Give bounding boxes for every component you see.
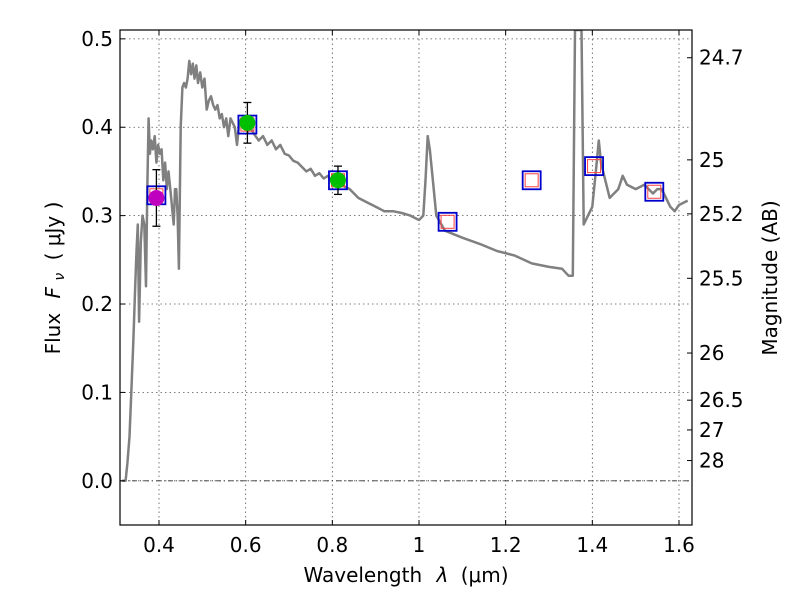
model-point-square <box>584 156 604 177</box>
y2-tick-label: 25.5 <box>699 266 744 290</box>
x-tick-label: 1.4 <box>576 533 608 557</box>
y-axis-title-text: Flux <box>41 313 65 355</box>
y2-axis-title: Magnitude (AB) <box>758 200 782 355</box>
x-tick-label: 0.4 <box>143 533 175 557</box>
x-axis-title-text: Wavelength <box>303 563 422 587</box>
model-point-inner-square <box>587 159 602 174</box>
y2-tick-label: 24.7 <box>699 46 744 70</box>
x-tick-label: 1 <box>413 533 426 557</box>
grid-lines <box>120 30 692 525</box>
y-tick-label: 0.1 <box>81 380 113 404</box>
y-tick-label: 0.4 <box>81 115 113 139</box>
data-points-group <box>146 101 665 232</box>
y-axis-title-symbol: F <box>41 286 65 298</box>
y-tick-label: 0.2 <box>81 292 113 316</box>
y2-tick-label: 27 <box>699 418 724 442</box>
y-tick-label: 0.3 <box>81 204 113 228</box>
model-point-square <box>437 211 458 232</box>
y2-tick-label: 26 <box>699 341 724 365</box>
x-axis-title-symbol: λ <box>436 563 449 587</box>
x-tick-label: 0.8 <box>316 533 348 557</box>
observed-point <box>329 172 346 189</box>
model-point-inner-square <box>524 173 539 188</box>
x-axis-title: Wavelength λ (μm) <box>303 563 508 587</box>
x-tick-label: 1.2 <box>490 533 522 557</box>
model-point-inner-square <box>440 214 455 229</box>
y-tick-label: 0.5 <box>81 27 113 51</box>
observed-point <box>239 114 256 131</box>
y-axis-title-unit: ( μJy ) <box>41 202 65 261</box>
y-tick-label: 0.0 <box>81 469 113 493</box>
x-tick-label: 1.6 <box>663 533 695 557</box>
model-point-inner-square <box>647 184 662 199</box>
y-axis-title: Flux F ν ( μJy ) <box>41 202 69 355</box>
axis-ticks: 0.4 0.6 0.8 1 1.2 1.4 1.6 0.0 0.1 0.2 0.3 0.4 0.5 24.… <box>81 27 743 557</box>
y-axis-title-subscript: ν <box>52 273 68 281</box>
x-tick-label: 0.6 <box>230 533 262 557</box>
y2-tick-label: 25.2 <box>699 202 744 226</box>
x-axis-title-unit: (μm) <box>461 563 509 587</box>
model-point-square <box>521 170 542 191</box>
model-point-square <box>644 181 665 202</box>
y2-tick-label: 26.5 <box>699 388 744 412</box>
plot-frame <box>119 29 693 526</box>
observed-point <box>148 189 165 206</box>
y2-tick-label: 25 <box>699 148 724 172</box>
y2-tick-label: 28 <box>699 449 724 473</box>
